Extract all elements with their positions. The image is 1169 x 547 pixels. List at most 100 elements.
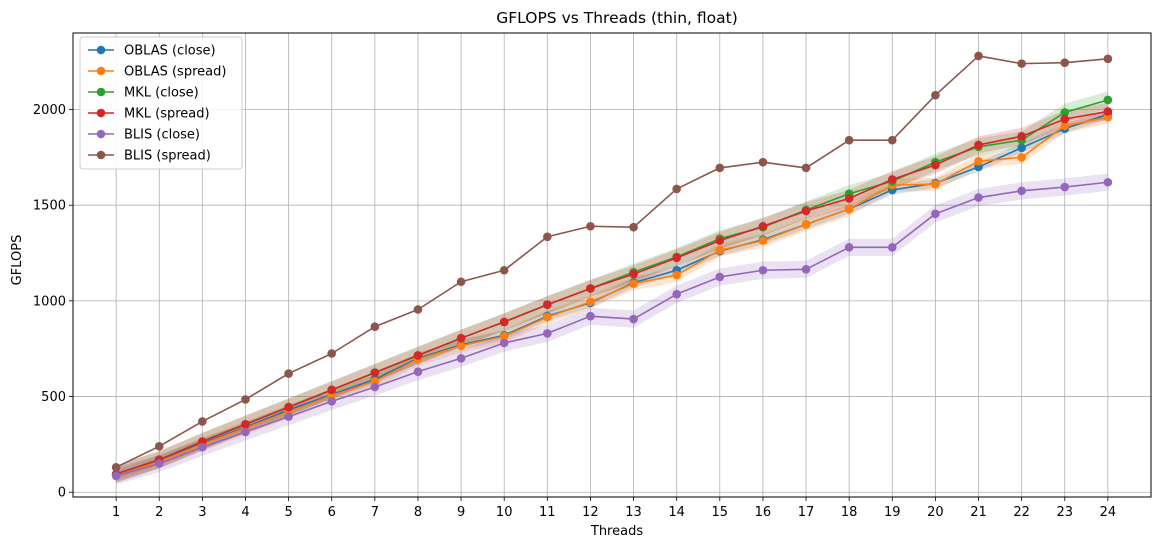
data-point — [715, 272, 725, 282]
y-axis-title: GFLOPS — [10, 235, 25, 286]
data-point — [715, 245, 725, 255]
data-point — [801, 220, 811, 229]
data-point — [241, 395, 250, 404]
legend-swatch-marker — [96, 66, 106, 76]
data-point — [456, 353, 466, 363]
x-tick-label: 17 — [798, 505, 815, 520]
data-point — [931, 209, 940, 219]
data-point — [974, 156, 983, 166]
data-point — [284, 402, 293, 412]
x-tick-label: 9 — [457, 505, 465, 520]
data-point — [629, 279, 638, 288]
x-tick-label: 23 — [1056, 505, 1073, 520]
legend-box — [79, 36, 243, 170]
series-line — [115, 110, 1109, 475]
x-tick-label: 21 — [970, 505, 987, 520]
data-point — [241, 427, 250, 437]
y-tick-label: 500 — [41, 390, 66, 405]
confidence-band — [116, 102, 1108, 483]
data-point — [1017, 143, 1026, 153]
data-point — [931, 179, 940, 189]
data-point — [586, 284, 595, 293]
data-point — [801, 265, 811, 274]
x-tick-label: 13 — [625, 505, 642, 520]
data-point — [629, 222, 638, 232]
x-tick-label: 8 — [414, 505, 422, 520]
x-tick-label: 1 — [112, 505, 120, 520]
y-tick-label: 0 — [58, 486, 66, 501]
x-tick-label: 12 — [582, 505, 599, 520]
data-point — [1103, 95, 1113, 105]
legend-item: BLIS (close) — [88, 128, 200, 143]
legend-swatch-marker — [96, 129, 106, 139]
data-point — [456, 333, 466, 343]
data-point — [413, 351, 423, 360]
x-tick-label: 16 — [755, 505, 772, 520]
data-point — [1103, 177, 1113, 187]
series — [111, 177, 1113, 481]
data-point — [931, 90, 940, 100]
data-point — [499, 331, 509, 341]
data-point — [672, 270, 681, 280]
data-point — [672, 184, 681, 194]
legend-label: MKL (spread) — [124, 107, 210, 122]
data-point — [1060, 182, 1070, 192]
series-line — [115, 181, 1108, 477]
data-point — [543, 312, 552, 322]
x-tick-label: 19 — [884, 505, 901, 520]
data-point — [370, 382, 380, 392]
confidence-band — [116, 109, 1108, 480]
data-point — [413, 305, 423, 314]
data-point — [543, 329, 552, 338]
legend-swatch-marker — [96, 150, 106, 160]
data-point — [844, 194, 854, 203]
data-point — [154, 441, 164, 451]
data-point — [1060, 121, 1070, 131]
data-point — [844, 243, 854, 252]
data-point — [715, 236, 725, 245]
data-point — [370, 368, 380, 377]
confidence-band — [116, 173, 1108, 485]
legend-label: BLIS (close) — [124, 128, 200, 143]
data-point — [327, 385, 337, 395]
data-point — [758, 157, 768, 167]
x-tick-label: 5 — [284, 505, 292, 520]
x-tick-label: 7 — [371, 505, 379, 520]
series-lines — [111, 51, 1113, 481]
data-point — [974, 193, 983, 202]
chart-title: GFLOPS vs Threads (thin, float) — [496, 9, 738, 27]
grid-lines — [73, 33, 1151, 497]
data-point — [111, 463, 121, 472]
legend-item: MKL (spread) — [88, 107, 210, 122]
data-point — [887, 175, 897, 184]
data-point — [327, 349, 337, 358]
legend-swatch-marker — [96, 87, 106, 97]
y-tick-label: 1000 — [33, 294, 66, 309]
data-point — [844, 204, 854, 214]
data-point — [284, 412, 293, 421]
data-point — [629, 269, 638, 279]
legend-label: MKL (close) — [124, 86, 199, 101]
data-point — [543, 232, 552, 242]
data-point — [974, 51, 983, 61]
y-tick-label: 2000 — [33, 103, 66, 118]
data-point — [672, 253, 681, 263]
data-point — [198, 442, 207, 452]
data-point — [801, 206, 811, 216]
series — [111, 51, 1113, 472]
data-point — [1060, 114, 1070, 124]
data-point — [758, 221, 768, 231]
data-point — [586, 221, 595, 231]
data-point — [974, 140, 983, 150]
data-point — [586, 311, 595, 321]
data-point — [198, 417, 207, 426]
x-tick-label: 3 — [198, 505, 206, 520]
legend-label: OBLAS (spread) — [124, 65, 226, 80]
x-tick-label: 4 — [241, 505, 249, 520]
legend-item: MKL (close) — [88, 86, 199, 101]
data-point — [456, 277, 466, 287]
data-point — [931, 160, 940, 170]
data-point — [1017, 186, 1026, 196]
data-point — [844, 135, 854, 145]
